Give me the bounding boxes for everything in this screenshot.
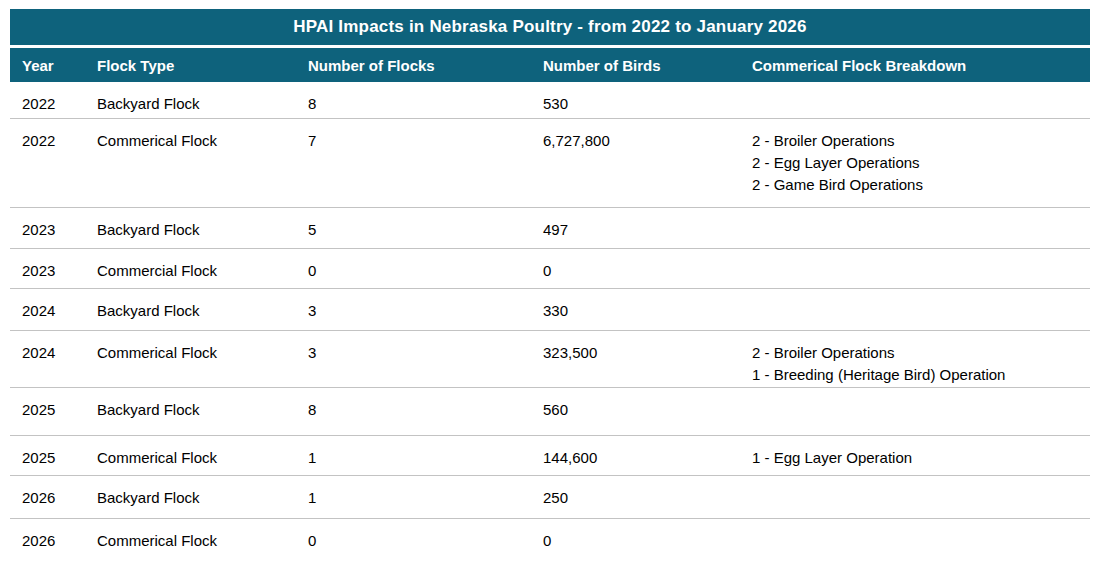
table-row: 2024Backyard Flock3330 [10,288,1090,330]
cell-number-of-birds: 330 [531,288,740,330]
column-header-number-of-birds: Number of Birds [531,48,740,82]
header-row: YearFlock TypeNumber of FlocksNumber of … [10,48,1090,82]
cell-number-of-birds: 560 [531,387,740,435]
cell-flock-type: Backyard Flock [85,387,296,435]
table-row: 2023Backyard Flock5497 [10,207,1090,248]
table-title: HPAI Impacts in Nebraska Poultry - from … [10,9,1090,45]
cell-number-of-flocks: 1 [296,435,531,475]
cell-year: 2023 [10,248,85,288]
cell-year: 2022 [10,118,85,207]
cell-number-of-flocks: 0 [296,248,531,288]
cell-commerical-flock-breakdown [740,475,1090,518]
cell-flock-type: Commerical Flock [85,435,296,475]
column-header-number-of-flocks: Number of Flocks [296,48,531,82]
table-row: 2025Backyard Flock8560 [10,387,1090,435]
cell-number-of-flocks: 3 [296,330,531,387]
cell-number-of-birds: 144,600 [531,435,740,475]
table-row: 2023Commercial Flock00 [10,248,1090,288]
cell-number-of-birds: 497 [531,207,740,248]
cell-flock-type: Commercial Flock [85,248,296,288]
breakdown-line: 2 - Broiler Operations [752,342,1090,364]
cell-commerical-flock-breakdown: 1 - Egg Layer Operation [740,435,1090,475]
table-row: 2026Commerical Flock00 [10,518,1090,570]
table-row: 2022Backyard Flock8530 [10,82,1090,118]
cell-number-of-flocks: 3 [296,288,531,330]
cell-commerical-flock-breakdown [740,248,1090,288]
column-header-commerical-flock-breakdown: Commerical Flock Breakdown [740,48,1090,82]
cell-flock-type: Backyard Flock [85,207,296,248]
cell-number-of-birds: 323,500 [531,330,740,387]
data-table: YearFlock TypeNumber of FlocksNumber of … [10,48,1090,570]
cell-year: 2026 [10,475,85,518]
cell-year: 2026 [10,518,85,570]
cell-year: 2024 [10,288,85,330]
cell-flock-type: Backyard Flock [85,82,296,118]
cell-number-of-birds: 250 [531,475,740,518]
cell-commerical-flock-breakdown [740,518,1090,570]
cell-year: 2025 [10,387,85,435]
cell-number-of-flocks: 5 [296,207,531,248]
cell-year: 2022 [10,82,85,118]
cell-number-of-flocks: 1 [296,475,531,518]
cell-number-of-birds: 530 [531,82,740,118]
breakdown-line: 1 - Breeding (Heritage Bird) Operation [752,364,1090,386]
breakdown-line: 1 - Egg Layer Operation [752,447,1090,469]
cell-commerical-flock-breakdown [740,82,1090,118]
cell-number-of-flocks: 7 [296,118,531,207]
cell-commerical-flock-breakdown: 2 - Broiler Operations2 - Egg Layer Oper… [740,118,1090,207]
hpai-impacts-table: HPAI Impacts in Nebraska Poultry - from … [10,9,1090,570]
cell-number-of-birds: 6,727,800 [531,118,740,207]
cell-flock-type: Backyard Flock [85,475,296,518]
breakdown-line: 2 - Egg Layer Operations [752,152,1090,174]
column-header-flock-type: Flock Type [85,48,296,82]
cell-year: 2025 [10,435,85,475]
cell-year: 2024 [10,330,85,387]
table-row: 2024Commerical Flock3323,5002 - Broiler … [10,330,1090,387]
table-row: 2022Commerical Flock76,727,8002 - Broile… [10,118,1090,207]
cell-commerical-flock-breakdown [740,207,1090,248]
column-header-year: Year [10,48,85,82]
cell-number-of-birds: 0 [531,248,740,288]
table-row: 2026Backyard Flock1250 [10,475,1090,518]
breakdown-line: 2 - Game Bird Operations [752,174,1090,196]
cell-flock-type: Commerical Flock [85,330,296,387]
cell-year: 2023 [10,207,85,248]
cell-flock-type: Commerical Flock [85,118,296,207]
table-header: YearFlock TypeNumber of FlocksNumber of … [10,48,1090,82]
cell-number-of-flocks: 8 [296,387,531,435]
cell-number-of-flocks: 0 [296,518,531,570]
cell-flock-type: Backyard Flock [85,288,296,330]
table-row: 2025Commerical Flock1144,600 1 - Egg Laye… [10,435,1090,475]
cell-flock-type: Commerical Flock [85,518,296,570]
breakdown-line: 2 - Broiler Operations [752,130,1090,152]
cell-number-of-birds: 0 [531,518,740,570]
table-body: 2022Backyard Flock85302022Commerical Flo… [10,82,1090,570]
cell-commerical-flock-breakdown: 2 - Broiler Operations1 - Breeding (Heri… [740,330,1090,387]
cell-commerical-flock-breakdown [740,288,1090,330]
cell-number-of-flocks: 8 [296,82,531,118]
cell-commerical-flock-breakdown [740,387,1090,435]
